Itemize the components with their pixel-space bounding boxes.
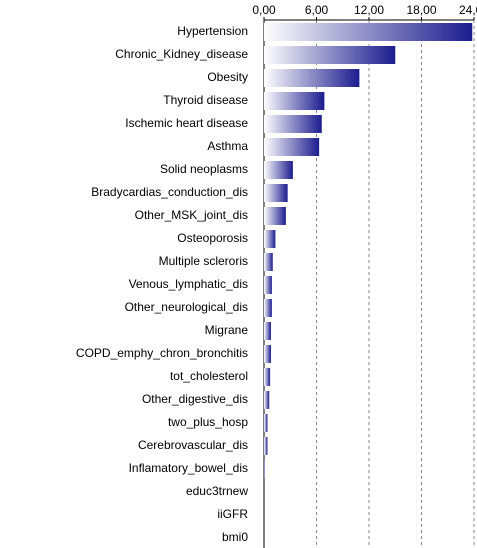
x-tick-label: 18,00 bbox=[406, 3, 436, 17]
y-tick-label: Asthma bbox=[207, 139, 248, 153]
y-tick-label: two_plus_hosp bbox=[168, 415, 248, 429]
y-tick-label: educ3trnew bbox=[186, 484, 248, 498]
y-tick-label: Other_MSK_joint_dis bbox=[135, 208, 248, 222]
x-tick-label: 24,00 bbox=[459, 3, 477, 17]
y-tick-label: Cerebrovascular_dis bbox=[138, 438, 248, 452]
bar bbox=[264, 460, 265, 478]
bar bbox=[264, 345, 271, 363]
y-tick-label: Bradycardias_conduction_dis bbox=[91, 185, 248, 199]
y-tick-label: Inflamatory_bowel_dis bbox=[129, 461, 248, 475]
y-tick-label: Other_digestive_dis bbox=[142, 392, 248, 406]
y-tick-label: tot_cholesterol bbox=[170, 369, 248, 383]
bar bbox=[264, 184, 288, 202]
y-tick-label: Multiple scleroris bbox=[159, 254, 248, 268]
x-tick-label: 6,00 bbox=[305, 3, 329, 17]
bar bbox=[264, 138, 320, 156]
y-tick-label: Ischemic heart disease bbox=[125, 116, 248, 130]
bar bbox=[264, 322, 271, 340]
bar bbox=[264, 437, 268, 455]
y-tick-label: Thyroid disease bbox=[163, 93, 248, 107]
y-tick-label: Migrane bbox=[205, 323, 249, 337]
bar bbox=[264, 253, 273, 271]
bar bbox=[264, 299, 272, 317]
bar bbox=[264, 69, 360, 87]
bar bbox=[264, 276, 272, 294]
y-tick-label: Osteoporosis bbox=[177, 231, 248, 245]
y-tick-label: Obesity bbox=[207, 70, 248, 84]
bar bbox=[264, 161, 293, 179]
bar bbox=[264, 46, 396, 64]
y-tick-label: Chronic_Kidney_disease bbox=[115, 47, 248, 61]
y-tick-label: COPD_emphy_chron_bronchitis bbox=[76, 346, 248, 360]
bar bbox=[264, 115, 322, 133]
y-tick-label: Venous_lymphatic_dis bbox=[129, 277, 248, 291]
bar bbox=[264, 230, 276, 248]
bar bbox=[264, 207, 286, 225]
x-tick-label: 12,00 bbox=[354, 3, 384, 17]
y-tick-label: Other_neurological_dis bbox=[125, 300, 248, 314]
y-tick-label: Hypertension bbox=[177, 24, 248, 38]
y-tick-label: iiGFR bbox=[217, 507, 248, 521]
y-tick-label: bmi0 bbox=[222, 530, 248, 544]
bar bbox=[264, 391, 270, 409]
y-tick-label: Solid neoplasms bbox=[160, 162, 248, 176]
x-tick-label: 0,00 bbox=[252, 3, 276, 17]
bar bbox=[264, 368, 271, 386]
bar bbox=[264, 23, 473, 41]
bar bbox=[264, 92, 325, 110]
bar bbox=[264, 414, 268, 432]
